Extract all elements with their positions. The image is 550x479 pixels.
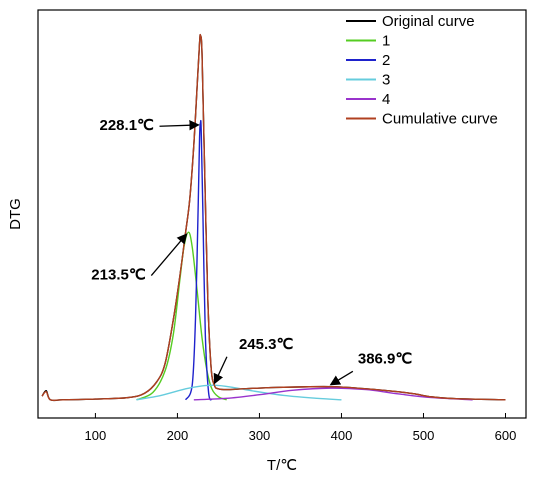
x-tick-label: 500 <box>413 428 435 443</box>
legend: Original curve 1 2 3 4 Cumulative curve <box>346 13 498 128</box>
series-line-peak-2 <box>184 119 213 401</box>
legend-label: 4 <box>382 91 390 108</box>
series-line-peak-1 <box>136 231 227 401</box>
series-line-cumulative <box>41 33 506 402</box>
legend-label: 1 <box>382 33 390 50</box>
annotation-arrow <box>150 233 188 276</box>
annotation-label: 228.1℃ <box>100 117 155 134</box>
legend-label: 3 <box>382 72 390 89</box>
series-line-peak-3 <box>136 384 342 401</box>
annotation-arrow <box>159 120 200 131</box>
annotation-label: 386.9℃ <box>358 350 413 367</box>
plot-frame <box>37 9 527 419</box>
annotation-arrow <box>329 370 354 386</box>
x-tick-label: 600 <box>495 428 517 443</box>
x-tick-label: 300 <box>249 428 271 443</box>
legend-label: Cumulative curve <box>382 111 498 128</box>
series-layer <box>41 33 506 402</box>
x-tick-label: 100 <box>85 428 107 443</box>
y-axis-label: DTG <box>7 198 24 230</box>
legend-label: 2 <box>382 52 390 69</box>
annotation-label: 245.3℃ <box>239 336 294 353</box>
x-axis-ticks: 100 200 300 400 500 600 <box>85 413 517 443</box>
legend-label: Original curve <box>382 13 475 30</box>
annotation-label: 213.5℃ <box>91 267 146 284</box>
series-line-peak-4 <box>193 387 473 401</box>
x-tick-label: 200 <box>167 428 189 443</box>
annotation-layer: 228.1℃ 213.5℃ 245.3℃ 386.9℃ <box>91 117 413 386</box>
annotation-arrow <box>213 356 228 385</box>
x-axis-label: T/℃ <box>267 457 297 474</box>
x-tick-label: 400 <box>331 428 353 443</box>
